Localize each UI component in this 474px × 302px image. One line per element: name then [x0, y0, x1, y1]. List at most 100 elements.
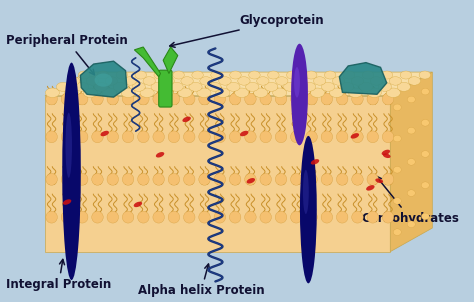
- Ellipse shape: [273, 88, 287, 98]
- Ellipse shape: [122, 93, 134, 105]
- Ellipse shape: [235, 88, 249, 98]
- Ellipse shape: [291, 211, 302, 223]
- Ellipse shape: [407, 127, 415, 134]
- Ellipse shape: [183, 211, 195, 223]
- Ellipse shape: [329, 88, 344, 98]
- Ellipse shape: [421, 182, 429, 188]
- Ellipse shape: [124, 77, 137, 85]
- Ellipse shape: [367, 88, 382, 98]
- Ellipse shape: [400, 71, 412, 79]
- Ellipse shape: [92, 93, 103, 105]
- Ellipse shape: [92, 131, 103, 143]
- Ellipse shape: [75, 82, 89, 91]
- Ellipse shape: [275, 77, 288, 85]
- Ellipse shape: [367, 93, 379, 105]
- Ellipse shape: [211, 71, 222, 79]
- Ellipse shape: [92, 173, 103, 185]
- Ellipse shape: [183, 131, 195, 143]
- Ellipse shape: [306, 131, 317, 143]
- Ellipse shape: [283, 82, 297, 91]
- Ellipse shape: [240, 131, 248, 136]
- Ellipse shape: [182, 117, 191, 122]
- Text: Carbohydrates: Carbohydrates: [362, 176, 459, 225]
- Ellipse shape: [337, 173, 348, 185]
- Ellipse shape: [352, 211, 363, 223]
- Ellipse shape: [97, 71, 109, 79]
- Ellipse shape: [153, 93, 164, 105]
- Ellipse shape: [121, 88, 135, 98]
- Polygon shape: [339, 63, 387, 94]
- Ellipse shape: [287, 71, 298, 79]
- Ellipse shape: [143, 77, 155, 85]
- Polygon shape: [81, 61, 127, 97]
- Ellipse shape: [56, 82, 70, 91]
- Ellipse shape: [291, 44, 308, 145]
- Ellipse shape: [300, 136, 317, 283]
- Ellipse shape: [153, 211, 164, 223]
- Ellipse shape: [294, 67, 300, 98]
- Ellipse shape: [199, 131, 210, 143]
- Ellipse shape: [306, 93, 317, 105]
- Ellipse shape: [61, 93, 73, 105]
- Ellipse shape: [245, 93, 256, 105]
- Ellipse shape: [362, 71, 374, 79]
- Ellipse shape: [183, 173, 195, 185]
- Ellipse shape: [78, 71, 90, 79]
- Ellipse shape: [94, 82, 108, 91]
- Ellipse shape: [151, 82, 164, 91]
- Ellipse shape: [197, 88, 211, 98]
- Ellipse shape: [351, 133, 359, 139]
- Ellipse shape: [76, 93, 88, 105]
- Ellipse shape: [321, 82, 335, 91]
- Ellipse shape: [352, 131, 363, 143]
- Ellipse shape: [229, 173, 241, 185]
- Ellipse shape: [303, 170, 309, 214]
- Ellipse shape: [407, 159, 415, 165]
- Ellipse shape: [229, 93, 241, 105]
- Ellipse shape: [337, 211, 348, 223]
- Ellipse shape: [132, 82, 146, 91]
- Ellipse shape: [154, 71, 165, 79]
- Ellipse shape: [275, 211, 287, 223]
- Ellipse shape: [116, 71, 128, 79]
- Ellipse shape: [94, 73, 112, 87]
- Ellipse shape: [159, 88, 173, 98]
- Ellipse shape: [393, 229, 401, 236]
- Ellipse shape: [92, 211, 103, 223]
- Ellipse shape: [393, 166, 401, 173]
- Ellipse shape: [397, 82, 410, 91]
- Ellipse shape: [351, 77, 364, 85]
- Ellipse shape: [421, 213, 429, 220]
- Ellipse shape: [245, 131, 256, 143]
- Ellipse shape: [260, 211, 272, 223]
- Ellipse shape: [292, 88, 306, 98]
- Ellipse shape: [237, 77, 250, 85]
- Ellipse shape: [105, 77, 118, 85]
- Ellipse shape: [46, 88, 60, 98]
- Ellipse shape: [352, 173, 363, 185]
- Ellipse shape: [302, 82, 316, 91]
- Ellipse shape: [61, 131, 73, 143]
- Ellipse shape: [214, 93, 226, 105]
- Ellipse shape: [275, 173, 287, 185]
- Ellipse shape: [393, 104, 401, 111]
- Ellipse shape: [46, 173, 57, 185]
- Ellipse shape: [393, 198, 401, 204]
- Polygon shape: [45, 72, 432, 96]
- Ellipse shape: [61, 211, 73, 223]
- Ellipse shape: [63, 199, 71, 205]
- Ellipse shape: [245, 211, 256, 223]
- Ellipse shape: [306, 173, 317, 185]
- Ellipse shape: [208, 82, 221, 91]
- Text: Alpha helix Protein: Alpha helix Protein: [138, 264, 264, 297]
- Ellipse shape: [46, 93, 57, 105]
- Polygon shape: [390, 72, 432, 252]
- Ellipse shape: [256, 77, 269, 85]
- Ellipse shape: [178, 88, 192, 98]
- Ellipse shape: [254, 88, 268, 98]
- Ellipse shape: [407, 221, 415, 228]
- Ellipse shape: [67, 77, 80, 85]
- Ellipse shape: [378, 82, 392, 91]
- Ellipse shape: [107, 173, 118, 185]
- Ellipse shape: [383, 153, 391, 158]
